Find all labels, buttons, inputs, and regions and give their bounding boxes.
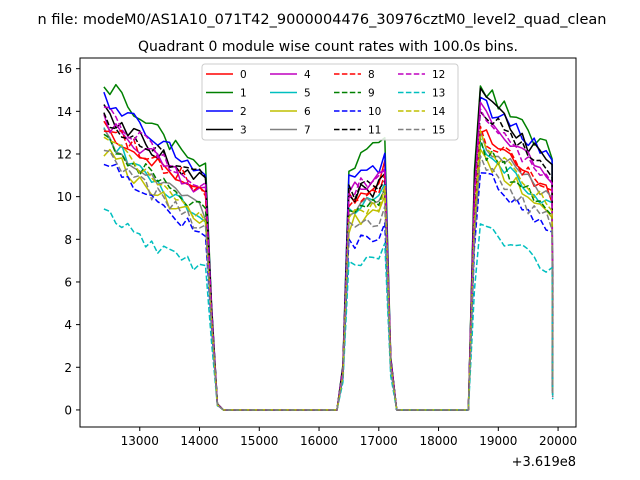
legend-label: 5: [304, 88, 311, 100]
legend-label: 6: [304, 106, 311, 118]
figure-suptitle: n file: modeM0/AS1A10_071T42_9000004476_…: [38, 12, 607, 28]
series-line-0: [103, 120, 554, 411]
legend-box: [201, 63, 459, 141]
legend-label: 12: [432, 69, 445, 81]
legend-label: 15: [432, 125, 445, 137]
y-tick-label: 8: [64, 233, 72, 247]
x-tick-label: 14000: [180, 434, 218, 448]
legend-label: 14: [432, 106, 446, 118]
legend-label: 7: [304, 125, 311, 137]
y-tick-label: 14: [57, 105, 72, 119]
y-tick-label: 10: [57, 190, 72, 204]
legend-label: 13: [432, 88, 445, 100]
x-tick-label: 19000: [479, 434, 517, 448]
legend-label: 8: [368, 69, 375, 81]
x-tick-label: 20000: [539, 434, 577, 448]
y-tick-label: 12: [57, 147, 72, 161]
x-tick-label: 15000: [240, 434, 278, 448]
series-line-9: [103, 133, 554, 411]
series-line-10: [103, 163, 554, 411]
legend-label: 1: [240, 88, 247, 100]
x-tick-label: 17000: [360, 434, 398, 448]
axes-frame: [79, 57, 577, 428]
legend-label: 4: [304, 69, 311, 81]
legend-label: 2: [240, 106, 247, 118]
y-tick-label: 2: [64, 361, 72, 375]
x-tick-label: 18000: [419, 434, 457, 448]
legend-label: 0: [240, 69, 247, 81]
series-line-15: [103, 149, 554, 411]
ticks-layer: 13000 14000 15000 16000 17000 18000 19000 20000…: [57, 62, 577, 448]
series-layer: [103, 83, 554, 411]
x-offset-label: +3.619e8: [512, 455, 576, 470]
legend-label: 9: [368, 88, 375, 100]
legend-label: 11: [368, 125, 381, 137]
x-tick-label: 16000: [300, 434, 338, 448]
legend-label: 3: [240, 125, 247, 137]
x-tick-label: 13000: [121, 434, 159, 448]
y-tick-label: 16: [57, 62, 72, 76]
y-tick-label: 6: [64, 275, 72, 289]
legend-label: 10: [368, 106, 381, 118]
series-line-13: [103, 208, 554, 411]
chart-title: Quadrant 0 module wise count rates with …: [138, 39, 518, 55]
y-tick-label: 0: [64, 403, 72, 417]
y-tick-label: 4: [64, 318, 72, 332]
